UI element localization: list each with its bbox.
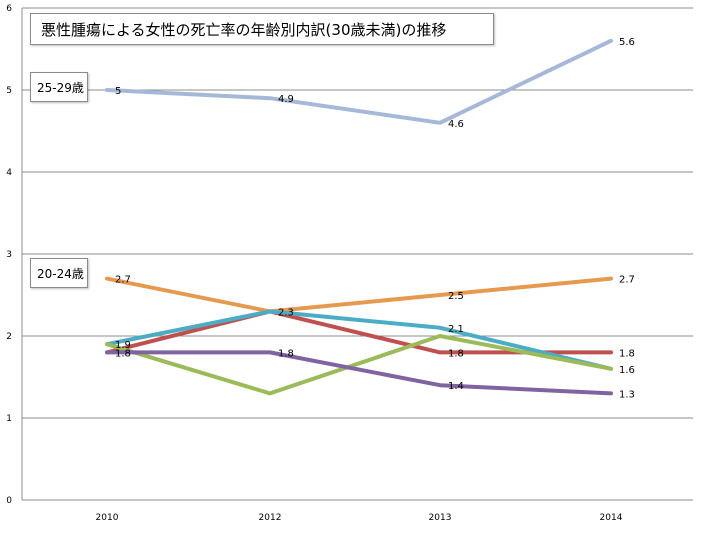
data-label: 1.9 [115,340,131,351]
data-label: 1.8 [448,348,464,359]
data-label: 5 [115,86,121,97]
data-label: 1.6 [619,365,635,376]
data-label: 5.6 [619,37,635,48]
data-label: 4.9 [278,94,294,105]
data-label: 2.7 [619,275,635,286]
data-label: 1.8 [115,348,131,359]
y-tick-label: 0 [6,496,12,506]
series-line-5 [105,350,613,396]
annotation-25-29: 25-29歳 [30,72,88,102]
annotation-20-24: 20-24歳 [30,258,88,288]
series-line-1 [105,276,613,314]
data-label: 1.4 [448,381,464,392]
x-tick-label: 2010 [96,513,119,523]
y-tick-label: 4 [6,168,12,178]
y-tick-label: 2 [6,332,12,342]
data-label: 2.5 [448,291,464,302]
chart-title: 悪性腫瘍による女性の死亡率の年齢別内訳(30歳未満)の推移 [30,13,494,45]
data-label: 4.6 [448,119,464,130]
x-tick-label: 2013 [429,513,452,523]
series-line-0 [105,38,613,125]
data-label: 2.3 [278,307,294,318]
data-label: 2.7 [115,275,131,286]
data-label: 1.3 [619,389,635,400]
y-tick-label: 6 [6,4,12,14]
x-tick-label: 2012 [259,513,282,523]
data-label: 1.8 [619,348,635,359]
y-tick-label: 5 [6,86,12,96]
series-line-2 [105,309,613,355]
data-labels: 54.94.65.62.72.52.71.82.31.8 1.81.92.11.6… [115,37,635,401]
axes: 0 1 2 3 4 5 6 2010 2012 2013 2014 [6,4,693,523]
data-label: 1.8 [278,348,294,359]
y-tick-label: 1 [6,414,12,424]
series-line-3 [105,309,613,371]
series-line-4 [105,334,613,396]
x-tick-label: 2014 [600,513,623,523]
y-tick-label: 3 [6,250,12,260]
data-label: 2.1 [448,324,464,335]
series-lines [105,38,613,396]
